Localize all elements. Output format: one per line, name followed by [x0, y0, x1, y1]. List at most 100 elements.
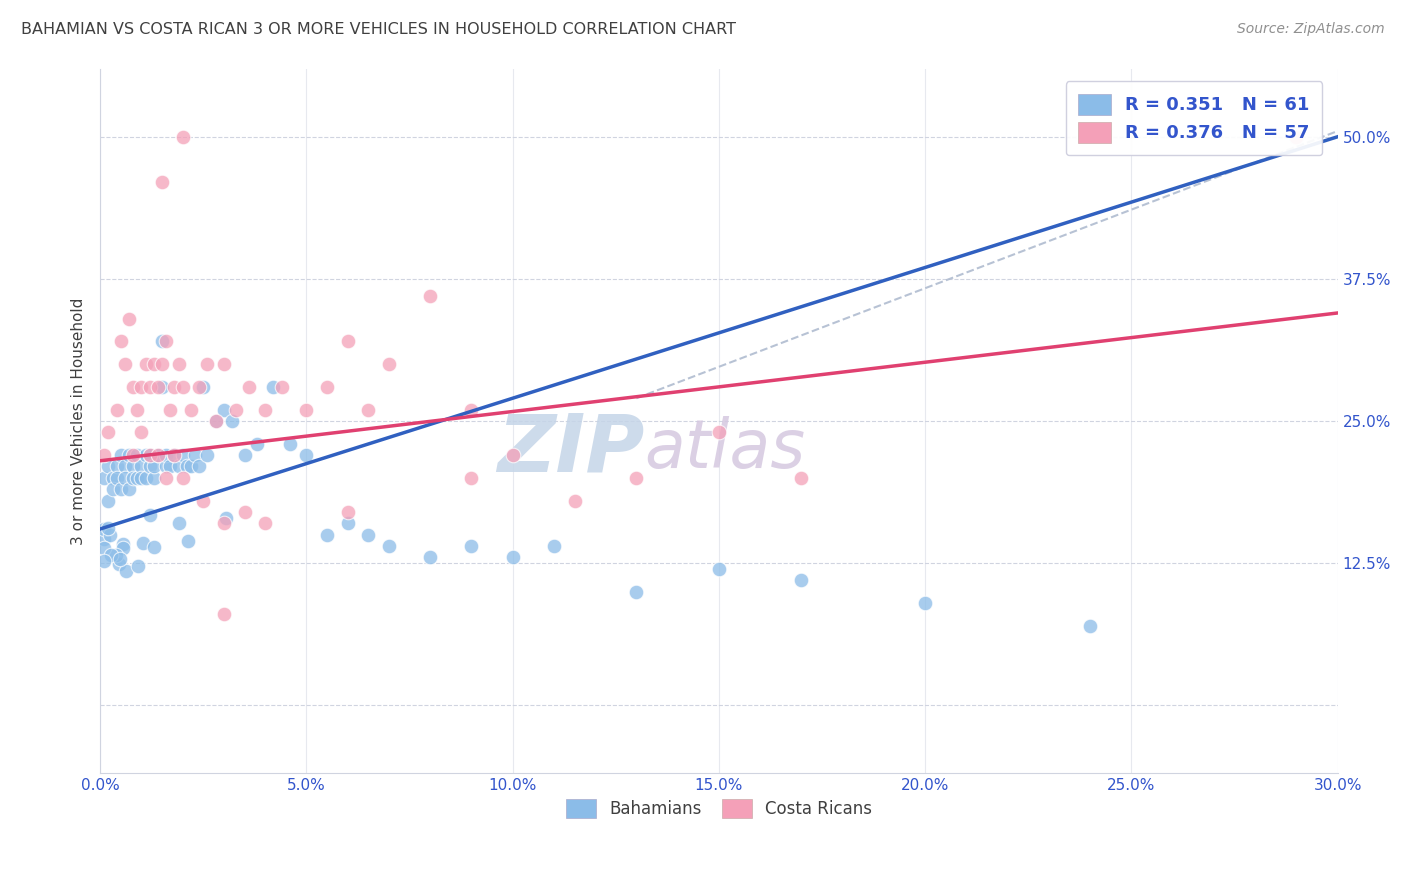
Point [118, 482, 141, 496]
Point [127, 402, 149, 417]
Y-axis label: 3 or more Vehicles in Household: 3 or more Vehicles in Household [72, 297, 86, 545]
Point [101, 482, 124, 496]
Point [378, 357, 401, 371]
Point [122, 380, 145, 394]
Point [97, 493, 120, 508]
Point [204, 414, 226, 428]
Point [110, 334, 132, 349]
Point [131, 459, 153, 474]
Point [221, 414, 243, 428]
Point [193, 380, 215, 394]
Point [100, 548, 122, 562]
Point [105, 471, 128, 485]
Point [138, 448, 160, 462]
Point [97, 459, 120, 474]
Point [193, 493, 215, 508]
Point [564, 493, 586, 508]
Point [142, 471, 165, 485]
Point [419, 289, 441, 303]
Point [159, 402, 181, 417]
Point [357, 402, 380, 417]
Point [118, 311, 141, 326]
Point [1078, 618, 1101, 632]
Point [336, 505, 359, 519]
Point [155, 334, 177, 349]
Point [122, 471, 145, 485]
Point [212, 607, 235, 622]
Point [254, 402, 277, 417]
Point [114, 564, 136, 578]
Text: ZIP: ZIP [498, 410, 644, 488]
Point [707, 562, 730, 576]
Point [101, 471, 124, 485]
Point [100, 527, 122, 541]
Point [914, 596, 936, 610]
Point [357, 527, 380, 541]
Point [212, 402, 235, 417]
Point [105, 459, 128, 474]
Point [138, 459, 160, 474]
Point [155, 471, 177, 485]
Point [114, 459, 136, 474]
Point [233, 505, 256, 519]
Point [122, 448, 145, 462]
Point [233, 448, 256, 462]
Point [146, 380, 169, 394]
Point [142, 540, 165, 554]
Point [150, 334, 173, 349]
Point [110, 482, 132, 496]
Point [336, 334, 359, 349]
Point [142, 357, 165, 371]
Point [134, 357, 156, 371]
Point [104, 548, 127, 562]
Point [167, 459, 190, 474]
Point [184, 448, 207, 462]
Point [105, 402, 128, 417]
Point [262, 380, 284, 394]
Point [134, 448, 156, 462]
Point [172, 380, 194, 394]
Point [127, 471, 149, 485]
Point [146, 448, 169, 462]
Point [138, 380, 160, 394]
Point [114, 357, 136, 371]
Point [93, 448, 115, 462]
Point [131, 535, 153, 549]
Point [150, 175, 173, 189]
Point [336, 516, 359, 531]
Point [212, 357, 235, 371]
Point [112, 537, 135, 551]
Point [188, 380, 211, 394]
Point [167, 357, 190, 371]
Point [172, 471, 194, 485]
Point [150, 357, 173, 371]
Point [278, 436, 301, 450]
Text: BAHAMIAN VS COSTA RICAN 3 OR MORE VEHICLES IN HOUSEHOLD CORRELATION CHART: BAHAMIAN VS COSTA RICAN 3 OR MORE VEHICL… [21, 22, 737, 37]
Point [131, 471, 153, 485]
Point [155, 459, 177, 474]
Point [110, 448, 132, 462]
Point [246, 436, 269, 450]
Point [180, 402, 202, 417]
Point [460, 402, 482, 417]
Point [295, 402, 318, 417]
Point [146, 448, 169, 462]
Point [138, 448, 160, 462]
Point [118, 448, 141, 462]
Point [127, 448, 149, 462]
Point [163, 448, 186, 462]
Point [155, 448, 177, 462]
Point [215, 511, 238, 525]
Point [114, 471, 136, 485]
Point [212, 516, 235, 531]
Point [378, 539, 401, 553]
Point [790, 471, 813, 485]
Point [626, 471, 648, 485]
Point [97, 425, 120, 440]
Point [108, 558, 131, 572]
Point [172, 448, 194, 462]
Point [316, 380, 339, 394]
Point [460, 539, 482, 553]
Point [316, 527, 339, 541]
Point [97, 521, 120, 535]
